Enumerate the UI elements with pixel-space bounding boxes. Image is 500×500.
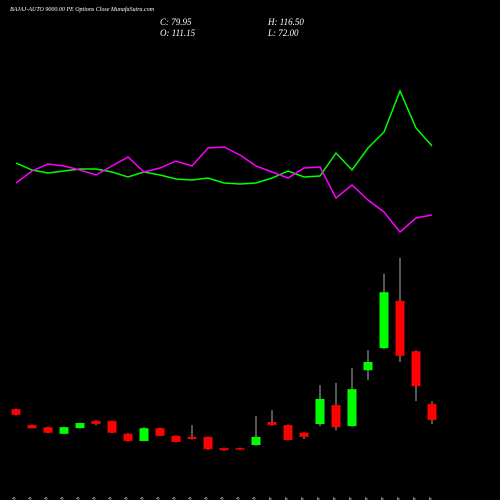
candle-body (59, 427, 69, 434)
candle-body (347, 389, 357, 427)
candle-body (27, 425, 37, 429)
candle-body (395, 300, 405, 356)
x-tick-label: 13 Feb (91, 497, 97, 500)
candle-body (251, 436, 261, 446)
x-tick-label: 06 Mar (315, 496, 321, 500)
x-tick-label: 07 Feb (27, 497, 33, 500)
x-tick-label: 04 Mar (282, 496, 289, 500)
x-tick-label: 14 Feb (106, 497, 113, 500)
x-tick-label: 18 Mar (427, 496, 433, 500)
stat-high: H: 116.50 (267, 17, 304, 27)
x-tick-label: 19 Feb (155, 497, 161, 500)
x-tick-label: 17 Feb (123, 497, 129, 500)
candle-body (107, 420, 117, 433)
candle-body (203, 436, 213, 450)
x-tick-label: 24 Feb (202, 497, 209, 500)
stat-close: C: 79.95 (160, 17, 192, 27)
candle-body (187, 436, 197, 439)
x-tick-label: 03 Mar (267, 496, 273, 500)
x-tick-label: 17 Mar (411, 496, 417, 500)
x-tick-label: 21 Feb (187, 497, 193, 500)
candle-body (315, 398, 325, 425)
candle-body (139, 428, 149, 441)
stat-low: L: 72.00 (267, 28, 299, 38)
x-tick-label: 20 Feb (171, 497, 177, 500)
x-tick-label: 27 Feb (235, 497, 241, 500)
candle-body (379, 292, 389, 349)
candle-body (411, 351, 421, 387)
x-tick-label: 12 Mar (379, 496, 385, 500)
candle-body (299, 432, 309, 437)
candle-body (283, 425, 293, 440)
x-tick-label: 18 Feb (139, 497, 145, 500)
x-tick-label: 11 Mar (363, 496, 369, 500)
candle-body (123, 433, 133, 441)
x-tick-label: 12 Feb (75, 497, 81, 500)
x-tick-label: 07 Mar (331, 496, 337, 500)
stat-open: O: 111.15 (160, 28, 196, 38)
x-tick-label: 05 Mar (299, 496, 305, 500)
candle-body (363, 361, 373, 371)
x-tick-label: 28 Feb (251, 497, 257, 500)
candle-body (75, 423, 85, 429)
candle-body (171, 435, 181, 443)
candle-body (235, 448, 245, 450)
candle-body (155, 428, 165, 436)
x-tick-label: 10 Feb (43, 497, 49, 500)
x-tick-label: 10 Mar (347, 496, 353, 500)
candle-body (11, 409, 21, 415)
x-tick-label: 13 Mar (395, 496, 401, 500)
candle-body (43, 427, 53, 433)
indicator-line (15, 89, 433, 185)
candle-body (427, 403, 437, 420)
candle-body (91, 420, 101, 425)
x-tick-label: 25 Feb (219, 497, 225, 500)
x-tick-label: 11 Feb (59, 497, 65, 500)
chart-title: BAJAJ-AUTO 9000.00 PE Options Close Muna… (10, 6, 155, 13)
candle-body (331, 405, 341, 428)
indicator-line (15, 146, 433, 234)
candle-body (219, 448, 229, 451)
candle-body (267, 422, 277, 426)
x-tick-label: 06 Feb (11, 497, 17, 500)
